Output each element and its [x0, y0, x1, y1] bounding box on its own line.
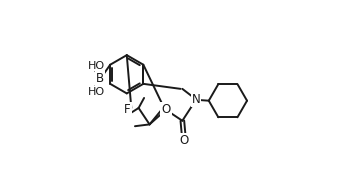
Text: F: F [124, 103, 131, 116]
Text: N: N [192, 93, 201, 106]
Text: O: O [161, 103, 170, 116]
Text: HO: HO [88, 87, 105, 97]
Text: O: O [180, 134, 189, 147]
Text: HO: HO [88, 60, 105, 70]
Text: B: B [96, 72, 104, 85]
